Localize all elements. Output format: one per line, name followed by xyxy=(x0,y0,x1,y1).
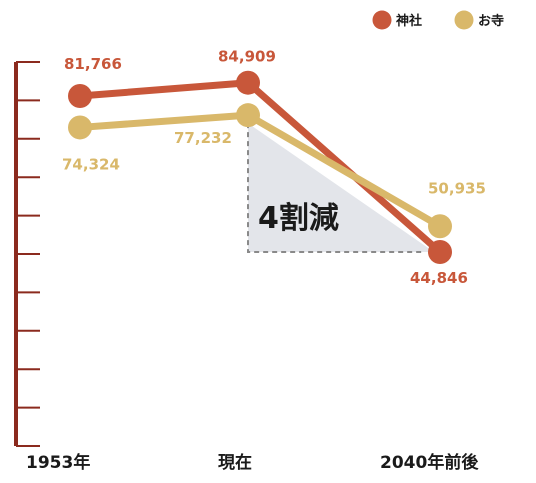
data-point-temple xyxy=(68,115,92,140)
y-axis-ticks xyxy=(16,61,40,447)
data-label-temple: 50,935 xyxy=(428,179,486,197)
data-labels: 81,766 84,909 44,846 74,324 77,232 50,935 xyxy=(62,48,486,287)
data-point-shrine xyxy=(236,70,260,95)
legend-label-temple: お寺 xyxy=(478,13,504,29)
decrease-annotation-dashed-border xyxy=(247,123,424,253)
data-label-shrine: 44,846 xyxy=(410,269,468,287)
x-category-label: 現在 xyxy=(218,452,252,473)
x-axis-category-labels: 1953年 現在 2040年前後 xyxy=(26,452,479,473)
data-point-shrine xyxy=(68,84,92,108)
decrease-annotation-label: 4割減 xyxy=(258,201,339,236)
series-layer xyxy=(68,70,452,264)
legend-swatch-temple xyxy=(454,10,474,30)
data-label-temple: 74,324 xyxy=(62,155,120,173)
x-category-label: 1953年 xyxy=(26,452,90,473)
data-label-shrine: 84,909 xyxy=(218,48,276,66)
data-point-temple xyxy=(236,103,260,128)
decrease-annotation-box xyxy=(248,123,434,252)
data-point-temple xyxy=(428,214,452,239)
legend-swatch-shrine xyxy=(372,10,392,30)
data-point-shrine xyxy=(428,240,452,264)
x-category-label: 2040年前後 xyxy=(380,452,479,473)
data-label-temple: 77,232 xyxy=(174,129,232,147)
legend: 神社 お寺 xyxy=(372,10,504,30)
legend-label-shrine: 神社 xyxy=(396,13,422,29)
data-label-shrine: 81,766 xyxy=(64,55,122,73)
